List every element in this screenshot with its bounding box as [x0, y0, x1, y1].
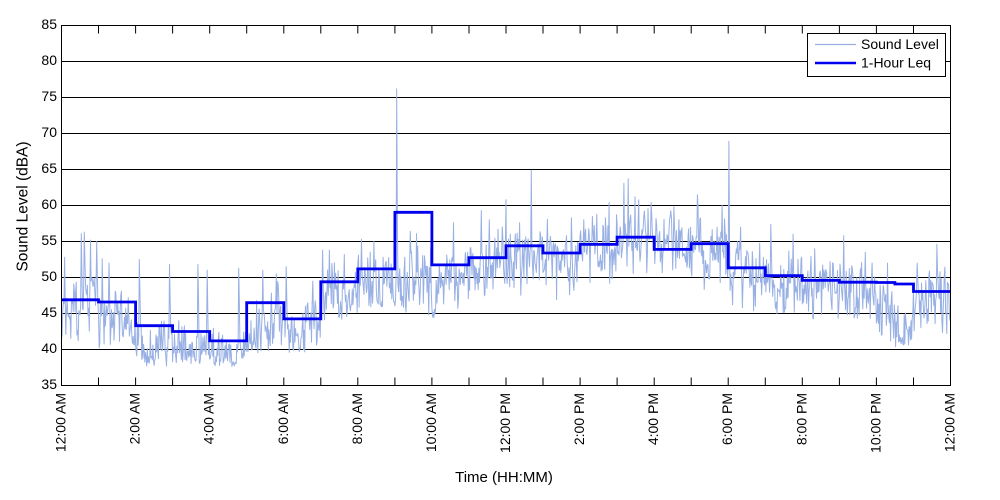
svg-text:8:00 AM: 8:00 AM: [349, 393, 365, 444]
svg-text:Time (HH:MM): Time (HH:MM): [455, 469, 553, 486]
svg-text:8:00 PM: 8:00 PM: [793, 393, 809, 445]
svg-text:70: 70: [41, 124, 57, 140]
svg-text:80: 80: [41, 52, 57, 68]
svg-text:45: 45: [41, 304, 57, 320]
svg-text:50: 50: [41, 268, 57, 284]
svg-text:40: 40: [41, 340, 57, 356]
svg-text:6:00 PM: 6:00 PM: [719, 393, 735, 445]
svg-text:4:00 PM: 4:00 PM: [645, 393, 661, 445]
svg-text:2:00 PM: 2:00 PM: [571, 393, 587, 445]
svg-text:12:00 PM: 12:00 PM: [497, 393, 513, 453]
svg-text:75: 75: [41, 88, 57, 104]
svg-text:6:00 AM: 6:00 AM: [275, 393, 291, 444]
svg-text:Sound Level (dBA): Sound Level (dBA): [15, 141, 32, 271]
svg-text:1-Hour Leq: 1-Hour Leq: [861, 55, 931, 71]
svg-text:10:00 AM: 10:00 AM: [423, 393, 439, 452]
svg-text:4:00 AM: 4:00 AM: [201, 393, 217, 444]
svg-text:12:00 AM: 12:00 AM: [53, 393, 69, 452]
svg-text:12:00 AM: 12:00 AM: [942, 393, 958, 452]
svg-text:85: 85: [41, 16, 57, 32]
svg-text:60: 60: [41, 196, 57, 212]
svg-text:2:00 AM: 2:00 AM: [127, 393, 143, 444]
svg-text:55: 55: [41, 232, 57, 248]
svg-text:65: 65: [41, 160, 57, 176]
svg-text:35: 35: [41, 376, 57, 392]
svg-text:Sound Level: Sound Level: [861, 36, 939, 52]
svg-text:10:00 PM: 10:00 PM: [867, 393, 883, 453]
